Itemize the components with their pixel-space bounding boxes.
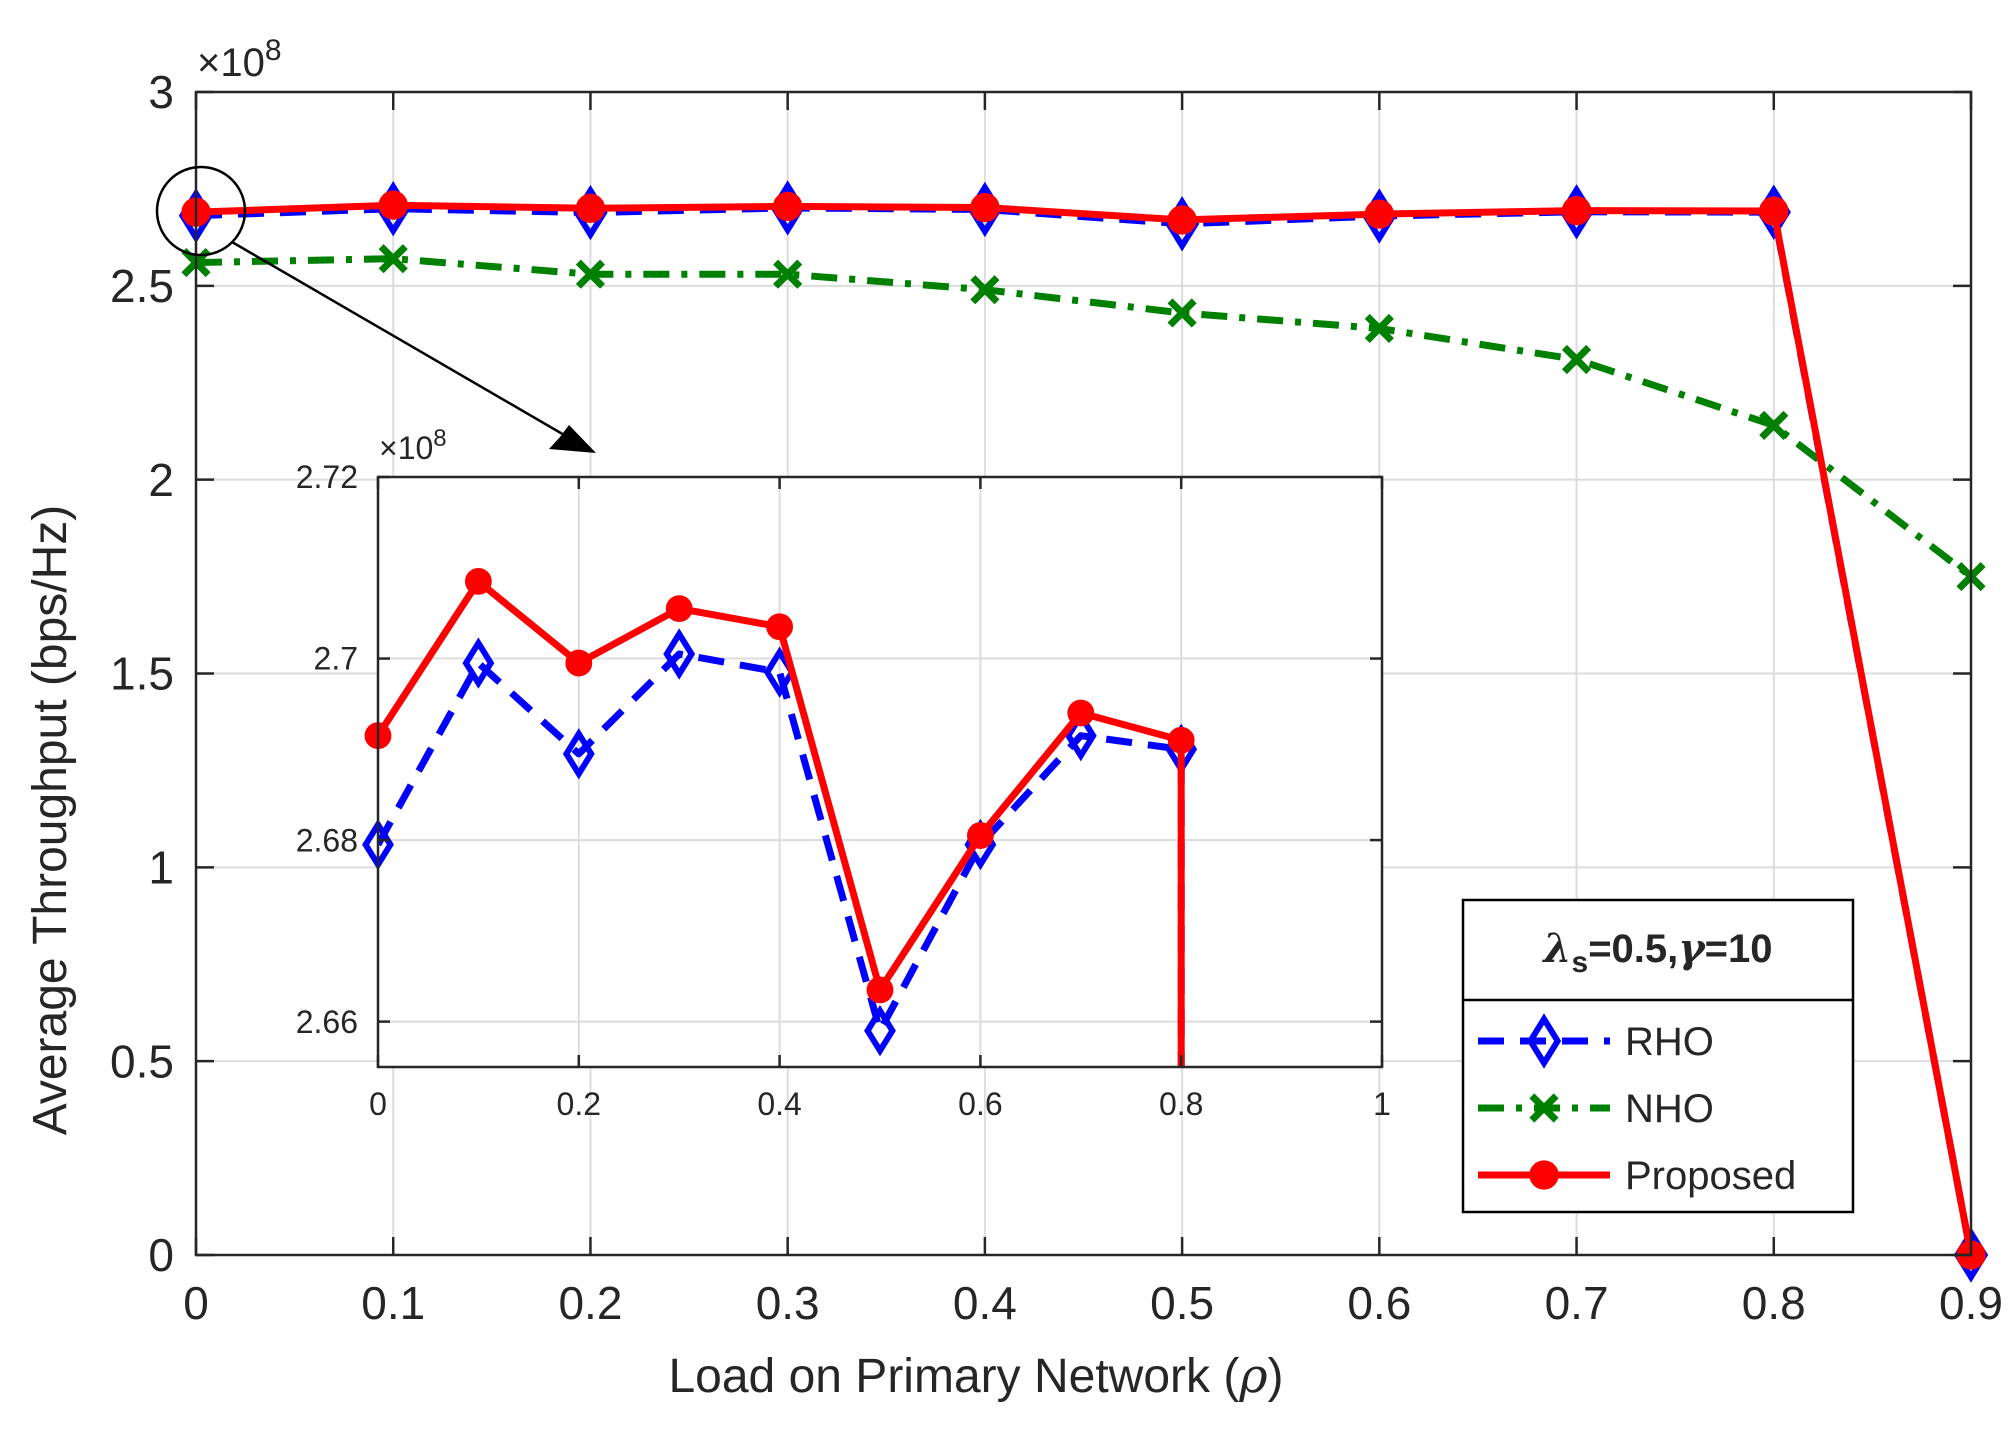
main-series-nho-point	[1364, 313, 1394, 344]
inset-series-proposed-point	[665, 595, 693, 623]
legend-entry-proposed: Proposed	[1625, 1154, 1796, 1198]
main-series-proposed-point	[1561, 195, 1592, 226]
inset-series-rho-point	[663, 628, 696, 680]
main-series-proposed-point	[970, 192, 1000, 223]
inset-series-proposed-point	[866, 976, 894, 1004]
main-series-nho-point	[1167, 298, 1197, 328]
inset-series-rho-line	[378, 650, 1185, 1067]
main-series-proposed-point	[1364, 199, 1394, 229]
inset-background	[378, 477, 1382, 1067]
inset-y-tick-label: 2.72	[296, 459, 358, 495]
main-y-tick-label: 2.5	[110, 260, 174, 312]
main-ticks: 0 0.1 0.2 0.3 0.4 0.5 0.6 0.7 0.8 0.9 0 0.5 1 1.5 2 2.5…	[110, 66, 2003, 1329]
main-series-nho-point	[575, 259, 606, 289]
inset-y-tick-label: 2.68	[296, 822, 358, 858]
legend-entry-nho: NHO	[1625, 1087, 1714, 1131]
legend-box	[1461, 898, 1855, 1214]
main-x-tick-label: 0.3	[756, 1277, 820, 1329]
legend-sample-nho-marker	[1529, 1093, 1559, 1123]
zoom-circle	[155, 165, 247, 257]
main-series	[178, 180, 1989, 1283]
legend-title: λs=0.5,γ=10	[1541, 925, 1772, 979]
inset-series-proposed-point	[1167, 726, 1195, 754]
inset-series-rho-point	[1064, 709, 1097, 762]
zoom-arrow-head	[549, 425, 596, 453]
inset-series-rho-point	[462, 637, 495, 689]
legend-sample-rho-marker	[1526, 1013, 1562, 1069]
inset-axes-frame	[376, 475, 1384, 1069]
inset-x-tick-label: 0	[369, 1086, 387, 1122]
main-x-tick-label: 0.7	[1545, 1277, 1609, 1329]
inset-series-proposed-point	[565, 649, 593, 677]
inset-series-proposed-point	[1067, 699, 1095, 727]
inset-series-proposed-point	[465, 567, 492, 595]
main-x-tick-label: 0.5	[1150, 1277, 1214, 1329]
inset-x-tick-label: 1	[1373, 1086, 1391, 1122]
inset-y-exponent: ×108	[379, 425, 447, 466]
main-series-proposed-line	[195, 201, 1975, 1256]
main-x-tick-label: 0.6	[1347, 1277, 1411, 1329]
main-series-nho-point	[970, 275, 1000, 305]
main-x-tick-label: 0.2	[558, 1277, 622, 1329]
main-y-tick-label: 3	[148, 66, 174, 118]
inset-x-tick-label: 0.4	[757, 1086, 801, 1122]
main-y-tick-label: 1	[148, 841, 174, 893]
inset-x-tick-label: 0.8	[1159, 1086, 1203, 1122]
main-series-nho-point	[1561, 344, 1592, 375]
main-x-tick-label: 0.4	[953, 1277, 1017, 1329]
inset-x-tick-label: 0.2	[557, 1086, 601, 1122]
inset-series-proposed-point	[967, 822, 994, 849]
inset-x-tick-label: 0.6	[958, 1086, 1002, 1122]
inset-y-tick-label: 2.66	[296, 1004, 358, 1040]
main-series-proposed-point	[378, 190, 408, 220]
legend-samples	[1478, 1013, 1610, 1190]
main-y-tick-label: 0.5	[110, 1035, 174, 1087]
zoom-arrow-line	[231, 240, 591, 452]
y-axis-label: Average Throughput (bps/Hz)	[24, 505, 77, 1136]
main-series-nho-line	[195, 255, 1974, 580]
main-series-proposed-point	[1759, 196, 1789, 226]
legend-sample-proposed-marker	[1529, 1160, 1559, 1190]
inset-y-tick-label: 2.7	[314, 641, 358, 677]
inset-series-rho-point	[864, 1004, 896, 1057]
main-x-tick-label: 0.1	[361, 1277, 425, 1329]
main-series-proposed-point	[575, 193, 606, 223]
main-y-tick-label: 0	[148, 1229, 174, 1281]
main-series-nho-point	[773, 259, 803, 289]
inset-series	[362, 567, 1198, 1067]
inset-series-proposed-point	[766, 613, 793, 641]
main-series-proposed-point	[1167, 205, 1197, 235]
main-x-tick-label: 0	[183, 1277, 209, 1329]
main-x-tick-label: 0.8	[1742, 1277, 1806, 1329]
main-series-nho-point	[1759, 410, 1789, 440]
main-x-tick-label: 0.9	[1939, 1277, 2003, 1329]
main-y-exponent: ×108	[197, 34, 282, 85]
legend: λs=0.5,γ=10 RHO NHO Proposed	[1461, 898, 1855, 1214]
main-y-tick-label: 1.5	[110, 648, 174, 700]
x-axis-label: Load on Primary Network (ρ)	[668, 1348, 1283, 1404]
inset-series-proposed-line	[378, 577, 1185, 1067]
main-y-tick-label: 2	[148, 454, 174, 506]
main-series-proposed-point	[773, 191, 803, 222]
inset-ticks: 0 0.2 0.4 0.6 0.8 1 2.66 2.68 2.7 2.72	[296, 459, 1391, 1122]
main-series-nho-point	[378, 244, 408, 274]
inset-series-rho-point	[562, 728, 595, 780]
legend-entry-rho: RHO	[1625, 1020, 1714, 1064]
